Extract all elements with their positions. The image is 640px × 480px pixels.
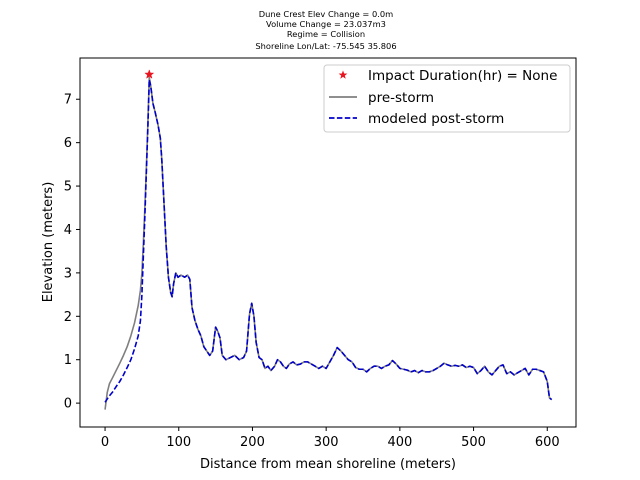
chart-title: Dune Crest Elev Change = 0.0m Volume Cha… <box>255 9 396 51</box>
legend-star-icon <box>338 70 348 79</box>
x-tick-label: 500 <box>461 435 486 450</box>
legend-entries: Impact Duration(hr) = None pre-storm model… <box>329 68 557 127</box>
legend: Impact Duration(hr) = None pre-storm model… <box>323 64 571 133</box>
plot-area <box>79 57 577 428</box>
plot-frame <box>79 57 577 428</box>
y-tick-label: 2 <box>64 310 72 325</box>
legend-label: modeled post-storm <box>368 111 504 127</box>
x-tick-label: 0 <box>101 435 109 450</box>
x-axis: 0 100 200 300 400 500 600 <box>101 427 560 450</box>
legend-entry-post-storm: modeled post-storm <box>329 111 504 127</box>
marker-layer <box>144 69 155 79</box>
series-layer <box>104 76 553 410</box>
legend-label: Impact Duration(hr) = None <box>368 68 557 84</box>
impact-marker-star <box>144 69 155 79</box>
x-tick-label: 200 <box>240 435 265 450</box>
x-tick-label: 100 <box>166 435 191 450</box>
x-tick-label: 300 <box>314 435 339 450</box>
y-tick-label: 7 <box>64 93 72 108</box>
x-axis-label: Distance from mean shoreline (meters) <box>200 457 456 472</box>
y-tick-label: 1 <box>64 353 72 368</box>
legend-entry-pre-storm: pre-storm <box>329 90 434 106</box>
legend-box <box>323 64 571 133</box>
y-tick-label: 5 <box>64 180 72 195</box>
y-tick-label: 0 <box>64 397 72 412</box>
x-tick-label: 600 <box>535 435 560 450</box>
x-tick-label: 400 <box>387 435 412 450</box>
y-tick-label: 4 <box>64 223 72 238</box>
legend-label: pre-storm <box>368 90 434 106</box>
y-tick-label: 6 <box>64 136 72 151</box>
y-tick-label: 3 <box>64 266 72 281</box>
post-storm-series-line <box>104 78 553 403</box>
title-line-1: Dune Crest Elev Change = 0.0m <box>259 9 393 19</box>
title-line-3: Regime = Collision <box>287 29 365 39</box>
legend-entry-impact: Impact Duration(hr) = None <box>338 68 557 84</box>
title-line-4: Shoreline Lon/Lat: -75.545 35.806 <box>255 41 396 51</box>
y-axis: 0 1 2 3 4 5 6 7 <box>64 93 80 412</box>
title-line-2: Volume Change = 23.037m3 <box>266 19 386 29</box>
y-axis-label: Elevation (meters) <box>41 182 56 303</box>
